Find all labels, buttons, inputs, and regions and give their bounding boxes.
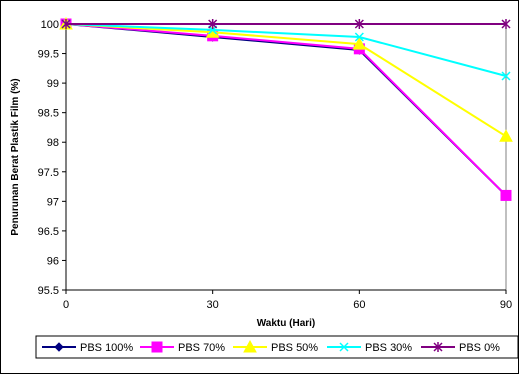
series-pbs-0- xyxy=(61,19,511,29)
legend-marker xyxy=(54,342,64,352)
data-point xyxy=(354,19,364,29)
data-point xyxy=(500,189,512,201)
legend-marker xyxy=(151,341,163,353)
legend-item: PBS 50% xyxy=(233,339,318,354)
legend-label: PBS 70% xyxy=(178,342,225,354)
y-tick-label: 99.5 xyxy=(38,49,59,61)
x-tick-label: 60 xyxy=(353,299,365,311)
marker-stroke xyxy=(339,342,349,352)
legend-item: PBS 70% xyxy=(140,341,225,354)
data-point xyxy=(208,19,218,29)
series-line xyxy=(65,23,507,197)
legend-marker xyxy=(339,342,349,352)
marker-stroke xyxy=(354,32,364,42)
y-tick-label: 96.5 xyxy=(38,226,59,238)
legend-item: PBS 100% xyxy=(42,342,133,354)
series-lines xyxy=(59,16,513,201)
legend-marker xyxy=(433,342,443,352)
y-tick-label: 98.5 xyxy=(38,108,59,120)
y-tick-label: 100 xyxy=(41,19,59,31)
data-point xyxy=(499,129,513,142)
data-point xyxy=(501,71,511,81)
legend-label: PBS 50% xyxy=(271,342,318,354)
y-tick-label: 99 xyxy=(47,78,59,90)
data-point xyxy=(205,25,220,38)
y-axis-title: Penurunan Berat Plastik Film (%) xyxy=(10,78,21,235)
axes: 95.5 96 96.5 97 97.5 98 98.5 99 99.5 100 0 30 60 90 xyxy=(38,19,513,311)
legend: PBS 100% PBS 70% PBS 50% PBS 30% PBS 0% xyxy=(35,335,519,359)
plot-background xyxy=(65,23,507,291)
x-tick-label: 90 xyxy=(500,299,512,311)
x-axis-title: Waktu (Hari) xyxy=(257,318,316,329)
y-tick-label: 95.5 xyxy=(38,285,59,297)
x-tick-label: 0 xyxy=(63,299,69,311)
series-line xyxy=(65,23,507,77)
legend-marker xyxy=(243,339,257,353)
plot-area xyxy=(65,23,507,291)
y-tick-label: 97 xyxy=(47,196,59,208)
legend-label: PBS 0% xyxy=(459,342,500,354)
y-tick-label: 97.5 xyxy=(38,167,59,179)
y-tick-label: 96 xyxy=(47,255,59,267)
data-point xyxy=(501,19,511,29)
data-point xyxy=(352,37,367,50)
legend-item: PBS 0% xyxy=(421,342,500,354)
x-tick-label: 30 xyxy=(207,299,219,311)
legend-label: PBS 100% xyxy=(80,342,133,354)
data-point xyxy=(61,19,71,29)
y-tick-label: 98 xyxy=(47,137,59,149)
marker-stroke xyxy=(501,71,511,81)
data-point xyxy=(354,32,364,42)
legend-item: PBS 30% xyxy=(327,342,412,354)
legend-label: PBS 30% xyxy=(365,342,412,354)
series-line xyxy=(65,23,507,138)
